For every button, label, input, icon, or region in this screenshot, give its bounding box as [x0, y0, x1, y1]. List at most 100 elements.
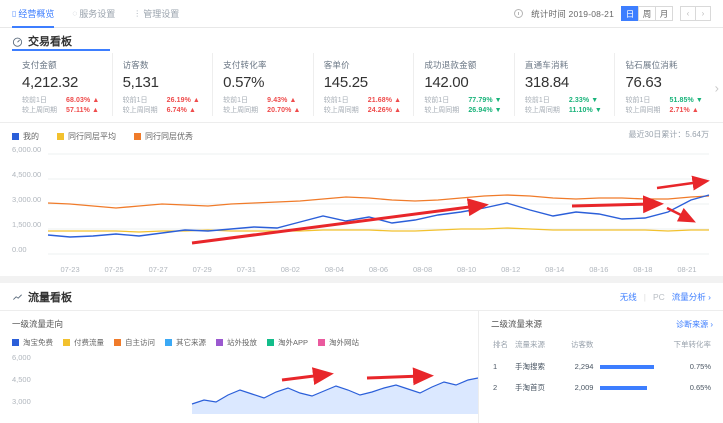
metric-value: 76.63 — [625, 74, 662, 91]
metric-card-conversion-rate[interactable]: 支付转化率 0.57% 较前1日 9.43% ▲ 较上周同期 20.70% ▲ — [212, 53, 313, 116]
legend-swatch — [165, 339, 172, 346]
comparison-value: 24.26% — [367, 107, 393, 114]
metric-comparisons: 较前1日 68.03% ▲ 较上周同期 57.11% ▲ — [22, 96, 106, 116]
arrow-down-icon: ▼ — [494, 107, 502, 114]
metric-value: 4,212.32 — [22, 74, 78, 91]
stat-time-label: 统计时间 2019-08-21 — [531, 8, 614, 19]
tab-management-settings[interactable]: ⋮ 管理设置 — [133, 0, 179, 28]
x-tick: 08-14 — [545, 265, 565, 274]
diagnose-source-link[interactable]: 诊断来源 › — [676, 319, 713, 329]
comparison-label: 较前1日 — [223, 97, 249, 104]
prev-date-button[interactable]: ‹ — [680, 6, 696, 21]
x-tick: 07-25 — [104, 265, 124, 274]
metric-comparisons: 较前1日 21.68% ▲ 较上周同期 24.26% ▲ — [324, 96, 408, 116]
arrow-down-icon: ▼ — [591, 97, 599, 104]
traffic-analysis-link[interactable]: 流量分析 › — [671, 292, 711, 302]
next-date-button[interactable]: › — [695, 6, 711, 21]
comparison-label: 较上周同期 — [22, 107, 57, 114]
comparison-row: 较上周同期 24.26% ▲ — [324, 106, 408, 116]
device-toggle-pc[interactable]: PC — [652, 292, 665, 302]
metric-card-ztc-spend[interactable]: 直通车消耗 318.84 较前1日 2.33% ▼ 较上周同期 11.10% ▼ — [513, 53, 615, 116]
trend-icon — [12, 292, 23, 303]
metric-card-payment-amount[interactable]: 支付金额 4,212.32 较前1日 68.03% ▲ 较上周同期 57.11%… — [12, 49, 112, 116]
nav-right-controls: 统计时间 2019-08-21 日 周 月 ‹ › — [514, 6, 711, 21]
comparison-row: 较上周同期 11.10% ▼ — [525, 106, 609, 116]
metric-card-average-order-value[interactable]: 客单价 145.25 较前1日 21.68% ▲ 较上周同期 24.26% ▲ — [312, 53, 414, 116]
tab-service-settings[interactable]: ◌ 服务设置 — [72, 0, 115, 28]
table-row[interactable]: 2 手淘首页 2,009 0.65% — [491, 377, 713, 398]
x-tick: 08-08 — [412, 265, 433, 274]
comparison-row: 较前1日 68.03% ▲ — [22, 96, 106, 106]
legend-item-other-sources[interactable]: 其它来源 — [165, 337, 206, 348]
legend-swatch — [318, 339, 326, 346]
legend-swatch — [216, 339, 223, 346]
comparison-row: 较上周同期 6.74% ▲ — [123, 106, 207, 116]
trade-board-title-label: 交易看板 — [28, 36, 72, 48]
x-tick: 07-27 — [148, 265, 168, 274]
x-tick: 08-02 — [280, 265, 300, 274]
tab-operations-overview[interactable]: ▯ 经营概览 — [12, 0, 55, 28]
device-toggle-wireless[interactable]: 无线 — [619, 292, 637, 302]
svg-text:4,500.00: 4,500.00 — [12, 170, 41, 179]
legend-label: 站外投放 — [227, 338, 257, 347]
comparison-label: 较上周同期 — [625, 107, 661, 114]
row-bar-cell — [595, 377, 656, 398]
arrow-up-icon: ▲ — [289, 97, 297, 104]
range-button-month[interactable]: 月 — [655, 6, 673, 21]
arrow-down-icon: ▼ — [494, 97, 502, 104]
traffic-area-chart-svg: 6,000 4,500 3,000 — [12, 353, 479, 414]
range-button-week[interactable]: 周 — [638, 6, 656, 21]
x-tick: 08-16 — [589, 265, 609, 274]
legend-swatch — [134, 133, 141, 140]
metric-card-zuanzhan-spend[interactable]: 钻石展位消耗 76.63 较前1日 51.85% ▼ 较上周同期 2.71% ▲ — [614, 53, 715, 116]
comparison-row: 较前1日 21.68% ▲ — [324, 96, 408, 106]
metric-card-refund-amount[interactable]: 成功退款金额 142.00 较前1日 77.79% ▼ 较上周同期 26.94%… — [413, 53, 514, 116]
comparison-value: 21.68% — [367, 97, 393, 104]
legend-item-paid-traffic[interactable]: 付费流量 — [63, 337, 104, 348]
legend-item-offsite-web[interactable]: 淘外网站 — [318, 337, 359, 348]
legend-swatch — [63, 339, 70, 346]
legend-item-peer-average[interactable]: 同行同层平均 — [57, 131, 116, 142]
metric-value: 5,131 — [122, 74, 159, 91]
comparison-value: 57.11% — [66, 107, 90, 114]
tab-operations-overview-label: 经营概览 — [18, 8, 55, 19]
column-bar — [595, 339, 656, 356]
comparison-value: 2.33% — [568, 97, 590, 104]
legend-item-offsite-ads[interactable]: 站外投放 — [216, 337, 257, 348]
arrow-up-icon: ▲ — [192, 97, 200, 104]
metric-label: 直通车消耗 — [524, 60, 569, 70]
range-button-day[interactable]: 日 — [621, 6, 639, 21]
traffic-board-controls: 无线 | PC 流量分析 › — [620, 291, 711, 303]
comparison-value: 26.19% — [166, 97, 191, 104]
row-order-rate: 0.75% — [689, 362, 711, 371]
metric-label: 支付转化率 — [223, 60, 267, 70]
x-axis-labels: 07-23 07-25 07-27 07-29 07-31 08-02 08-0… — [12, 265, 711, 274]
cards-next-button[interactable]: › — [714, 80, 719, 95]
metric-card-visitors[interactable]: 访客数 5,131 较前1日 26.19% ▲ 较上周同期 6.74% ▲ — [111, 53, 213, 116]
line-chart-svg: 6,000.00 4,500.00 3,000.00 1,500.00 0.00 — [12, 146, 710, 255]
comparison-value: 9.43% — [267, 97, 288, 104]
metric-label: 支付金额 — [22, 60, 57, 70]
range-selector: 日 周 月 — [621, 6, 673, 21]
comparison-row: 较前1日 26.19% ▲ — [123, 96, 207, 106]
traffic-board-header: 流量看板 无线 | PC 流量分析 › — [0, 283, 723, 311]
metric-value: 0.57% — [223, 74, 265, 91]
cumulative-label: 最近30日累计：5.64万 — [628, 130, 709, 139]
legend-item-peer-excellent[interactable]: 同行同层优秀 — [134, 131, 193, 142]
table-row[interactable]: 1 手淘搜索 2,294 0.75% — [491, 356, 713, 377]
legend-item-direct-visit[interactable]: 自主访问 — [114, 337, 155, 348]
legend-item-offsite-app[interactable]: 淘外APP — [267, 337, 308, 348]
legend-item-mine[interactable]: 我的 — [12, 131, 39, 142]
arrow-up-icon: ▲ — [394, 107, 402, 114]
legend-label: 淘外网站 — [329, 338, 360, 347]
section-divider — [0, 276, 723, 283]
metric-comparisons: 较前1日 26.19% ▲ 较上周同期 6.74% ▲ — [123, 96, 207, 116]
traffic-board-title: 流量看板 — [12, 289, 72, 305]
x-tick: 07-23 — [60, 265, 80, 274]
metric-cards: 支付金额 4,212.32 较前1日 68.03% ▲ 较上周同期 57.11%… — [0, 49, 723, 122]
comparison-row: 较上周同期 20.70% ▲ — [223, 106, 307, 116]
legend-item-taobao-free[interactable]: 淘宝免费 — [12, 337, 53, 348]
arrow-down-icon: ▼ — [594, 107, 602, 114]
legend-label: 其它来源 — [176, 338, 206, 347]
arrow-up-icon: ▲ — [91, 107, 99, 114]
